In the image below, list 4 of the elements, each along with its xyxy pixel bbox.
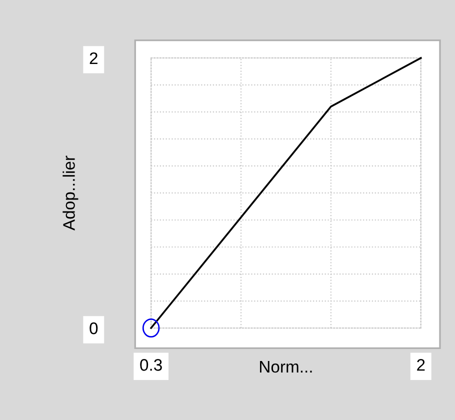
y-tick-label: 0	[90, 322, 98, 334]
x-axis-title: Norm...	[260, 361, 312, 373]
x-tick-label: 0.3	[140, 359, 162, 371]
y-axis-title: Adop...lier	[62, 156, 78, 230]
